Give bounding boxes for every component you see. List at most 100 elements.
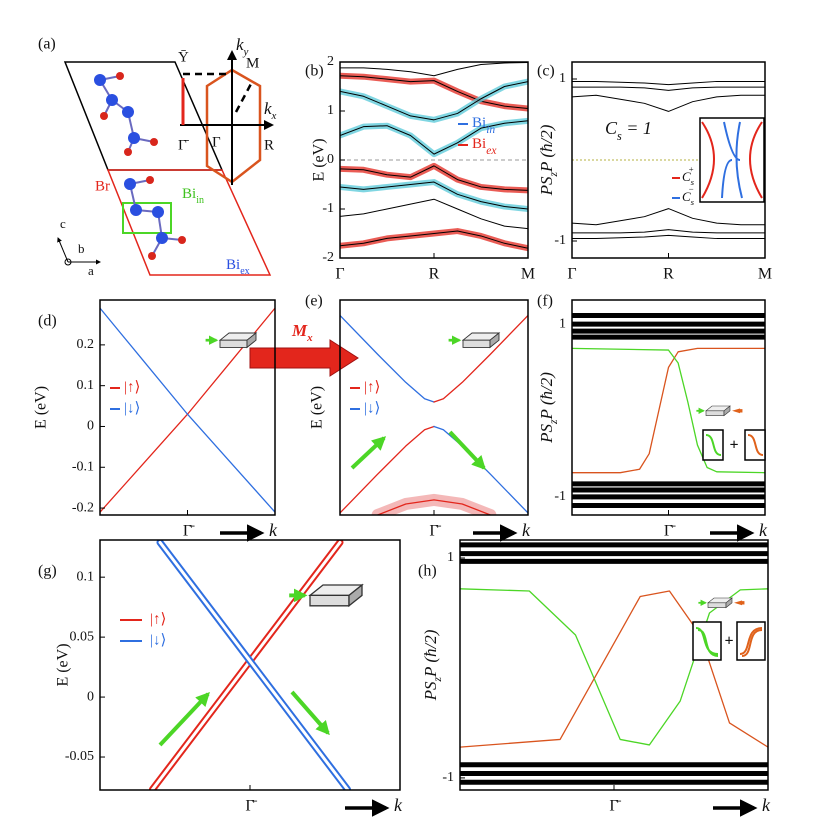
y-tick-label: -0.1 [72, 459, 94, 474]
plot-area [149, 540, 351, 790]
band-line [572, 86, 765, 91]
label-part: C [682, 169, 691, 184]
frame [339, 299, 529, 516]
bz-label: Γ̄ [178, 137, 190, 153]
slab-icon [289, 583, 364, 608]
band-line [340, 62, 528, 77]
structure: (a) Br Biin Biex c b a Ȳ Γ̄ Γ R M ky kx [38, 35, 277, 278]
plot-area [460, 542, 768, 785]
mx-label: Mx [291, 321, 313, 344]
y-tick-label: 0 [87, 419, 94, 434]
slab-icon [696, 405, 743, 417]
x-axis-label: k [762, 795, 771, 815]
label-script: in [486, 123, 495, 136]
edge-arrow [732, 408, 743, 414]
y-axis-label: E (eV) [33, 386, 50, 429]
band-line [340, 198, 528, 230]
legend-label: |↓⟩ [150, 632, 166, 648]
legend-label: |↓⟩ [124, 400, 140, 416]
slab-icon [448, 332, 501, 349]
y-axis-label: PSzP (ħ/2) [537, 124, 560, 196]
flow-arrow [158, 691, 210, 747]
x-tick-label: Γ̄ [609, 798, 621, 815]
axes-triad [57, 237, 101, 266]
step-curve [705, 434, 722, 456]
bi-in-label: Biin [182, 186, 204, 205]
x-axis-label: k [269, 520, 278, 540]
band-line [572, 208, 765, 226]
x-tick-label: Γ̄ [245, 798, 257, 815]
x-tick-label: Γ̄ [429, 523, 441, 540]
slab-icon [205, 332, 258, 349]
y-axis-label: E (eV) [311, 138, 328, 181]
cell-bottom [106, 169, 272, 276]
band-line [572, 347, 765, 474]
bz-label: Γ [212, 134, 221, 150]
label-sub: in [196, 195, 204, 206]
br-atoms [100, 72, 186, 260]
y-tick-label: 1 [447, 550, 454, 565]
edge-arrow [734, 600, 745, 606]
y-tick-label: 0.1 [77, 378, 95, 393]
y-tick-label: -1 [322, 201, 334, 216]
y-tick-label: -1 [554, 489, 566, 504]
legend-label: |↑⟩ [364, 379, 380, 395]
x-tick-label: Γ [567, 266, 576, 283]
label-part: PS [421, 681, 440, 701]
slab-side [246, 332, 257, 349]
step-curve [739, 627, 763, 657]
slab-front [309, 594, 350, 607]
y-axis-label: E (eV) [309, 386, 326, 429]
legend-label: Biex [472, 136, 497, 157]
label-part: Bi [472, 115, 486, 131]
label-script: z [547, 419, 560, 425]
label-part: P (ħ/2) [421, 629, 440, 678]
y-tick-label: 1 [327, 103, 334, 118]
panel-label: (g) [38, 563, 57, 580]
label-part: k [236, 35, 244, 54]
flow-arrow [290, 690, 330, 736]
y-axis-label: E (eV) [55, 643, 72, 686]
inset-legend-label: Cs − [682, 184, 695, 207]
label-script: s [691, 177, 695, 187]
x-tick-label: Γ̄ [183, 523, 195, 540]
mx-arrow [249, 339, 359, 377]
inset-curve [701, 121, 763, 199]
band-line [376, 499, 492, 515]
flow-arrow [448, 430, 486, 471]
label-part: C [682, 189, 691, 204]
legend-label: |↓⟩ [364, 400, 380, 416]
label-script: − [688, 184, 694, 194]
y-tick-label: 0.1 [77, 569, 95, 584]
panel-label: (d) [38, 313, 57, 330]
y-tick-label: 0.05 [70, 629, 95, 644]
ky-label: ky [236, 35, 249, 58]
label-script: z [547, 171, 560, 177]
label-part: PS [537, 423, 556, 443]
band-line [340, 75, 528, 110]
label-sub: ex [240, 266, 249, 277]
plot-area [572, 80, 765, 240]
band-line-inner [151, 540, 342, 790]
step-curve [747, 434, 764, 456]
x-tick-label: M [521, 266, 535, 283]
frame [99, 539, 401, 791]
label-part: Bi [182, 186, 196, 202]
panel-label: (h) [418, 563, 437, 580]
label-part: PS [537, 176, 556, 196]
label-part: P (ħ/2) [537, 372, 556, 421]
slab-front [707, 602, 727, 608]
band-line [460, 590, 768, 748]
band-line [340, 81, 528, 121]
y-tick-label: -1 [554, 233, 566, 248]
legend-label: |↑⟩ [150, 611, 166, 627]
slab-front [462, 339, 491, 348]
y-tick-label: -2 [322, 250, 334, 265]
label-script: + [688, 164, 694, 174]
band-line [340, 120, 528, 155]
x-tick-label: Γ̄ [664, 523, 676, 540]
label-part: k [264, 99, 272, 118]
band-line [572, 234, 765, 240]
label-script: s [617, 129, 622, 143]
band-line-inner [158, 540, 349, 790]
